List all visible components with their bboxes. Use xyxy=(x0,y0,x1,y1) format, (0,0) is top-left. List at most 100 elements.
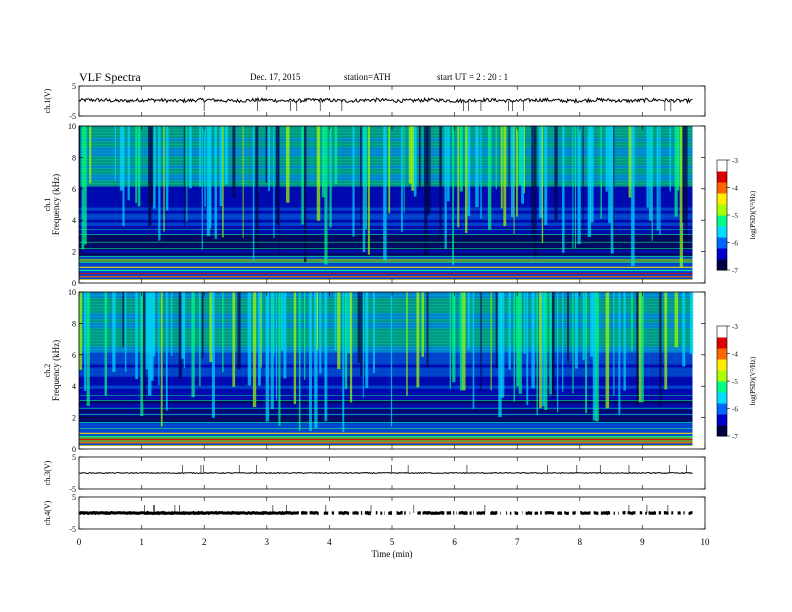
spectrogram-burst xyxy=(544,292,548,410)
spectrogram-burst xyxy=(531,292,535,389)
spectrogram-burst xyxy=(689,292,694,355)
spectrogram-row xyxy=(79,267,693,272)
ch1-spectrogram-panel: 0 2 4 6 8 10 ch.1 Frequency (kHz) -3 -4 -5 -6 -7 log(… xyxy=(43,122,757,288)
spectrogram-burst xyxy=(222,126,224,238)
spectrogram-burst xyxy=(183,292,185,369)
spectrogram-burst xyxy=(158,126,161,241)
spectrogram-row xyxy=(79,346,693,350)
trace-gap xyxy=(497,510,501,516)
colorbar-swatch xyxy=(717,231,727,235)
spectrogram-burst xyxy=(592,292,597,421)
spectrogram-burst xyxy=(201,126,203,250)
spectrogram-dc-band xyxy=(79,280,693,283)
colorbar-swatch xyxy=(717,250,727,254)
spectrogram-row xyxy=(79,403,693,408)
trace-gap xyxy=(614,510,619,516)
spectrogram-burst xyxy=(125,292,127,372)
spectrogram-burst xyxy=(260,292,262,368)
colorbar-swatch xyxy=(717,226,727,230)
x-tick-label: 1 xyxy=(139,537,144,547)
spectrogram-burst xyxy=(605,126,608,192)
colorbar-swatch xyxy=(717,381,727,385)
spectrogram-burst xyxy=(365,292,369,388)
spectrogram-burst xyxy=(521,126,524,204)
colorbar-swatch xyxy=(717,201,727,205)
trace-gap xyxy=(538,510,541,516)
spectrogram-burst xyxy=(334,126,338,185)
spectrogram-burst xyxy=(516,126,518,217)
spectrogram-row xyxy=(79,397,693,402)
x-tick-label: 10 xyxy=(701,537,711,547)
colorbar-swatch xyxy=(717,359,727,363)
spectrogram-burst xyxy=(222,292,224,373)
spectrogram-row xyxy=(79,340,693,344)
spectrogram-burst xyxy=(273,126,275,239)
spectrogram-burst xyxy=(199,292,201,387)
colorbar-swatch xyxy=(717,334,727,338)
trace-gap xyxy=(414,510,418,516)
spectrogram-row xyxy=(79,328,693,332)
y-tick-label: 8 xyxy=(72,153,76,162)
spectrogram-burst xyxy=(388,126,391,214)
spectrogram-row xyxy=(79,264,693,269)
colorbar-swatch xyxy=(717,261,727,265)
spectrogram-burst xyxy=(219,126,223,207)
spectrogram-burst xyxy=(449,292,451,389)
spectrogram-burst xyxy=(551,292,555,399)
spectrogram-burst xyxy=(585,292,588,414)
ch3-waveform-trace xyxy=(78,471,693,475)
trace-gap xyxy=(362,510,365,516)
y-tick-label: 5 xyxy=(72,82,76,91)
spectrogram-burst xyxy=(572,292,574,394)
trace-gap xyxy=(500,510,505,516)
colorbar-swatch xyxy=(717,372,727,376)
colorbar-swatch xyxy=(717,220,727,224)
colorbar-swatch xyxy=(717,168,727,172)
spectrogram-burst xyxy=(403,126,405,213)
spectrogram-burst xyxy=(406,292,408,396)
date-label: Dec. 17, 2015 xyxy=(250,72,301,82)
spectrogram-burst xyxy=(544,126,548,226)
spectrogram-burst xyxy=(682,126,686,223)
trace-gap xyxy=(350,510,353,516)
spectrogram-burst xyxy=(574,292,578,369)
channel-axis-label: ch.4(V) xyxy=(43,500,52,525)
spectrogram-burst xyxy=(153,126,156,209)
trace-gap xyxy=(349,510,352,516)
spectrogram-burst xyxy=(572,126,574,249)
trace-gap xyxy=(471,510,474,516)
spectrogram-burst xyxy=(472,292,475,410)
spectrogram-burst xyxy=(280,292,284,351)
spectrogram-burst xyxy=(641,292,644,403)
trace-gap xyxy=(393,510,397,516)
colorbar-swatch xyxy=(717,245,727,249)
spectrogram-burst xyxy=(638,292,642,403)
spectrogram-burst xyxy=(204,126,206,207)
spectrogram-row xyxy=(79,436,693,441)
colorbar-swatch xyxy=(717,253,727,257)
colorbar-swatch xyxy=(717,184,727,188)
spectrogram-row xyxy=(79,352,693,356)
spectrogram-burst xyxy=(278,126,280,255)
x-tick-label: 2 xyxy=(202,537,207,547)
spectrogram-burst xyxy=(81,126,85,250)
spectrogram-row xyxy=(79,325,693,329)
spectrogram-burst xyxy=(337,292,341,370)
ch4-waveform-panel: 5 -5 ch.4(V) xyxy=(43,493,706,534)
x-tick-label: 0 xyxy=(77,537,82,547)
spectrogram-burst xyxy=(104,292,107,396)
spectrogram-burst xyxy=(365,126,367,229)
spectrogram-burst xyxy=(541,126,544,244)
trace-gap xyxy=(522,510,526,516)
trace-gap xyxy=(674,510,678,516)
spectrogram-burst xyxy=(329,126,332,228)
trace-gap xyxy=(329,510,332,516)
trace-gap xyxy=(520,510,523,516)
spectrogram-burst xyxy=(628,126,632,198)
colorbar-tick-label: -6 xyxy=(732,406,738,414)
spectrogram-burst xyxy=(127,126,130,201)
spectrogram-row xyxy=(79,319,693,323)
trace-gap xyxy=(618,510,621,516)
spectrogram-burst xyxy=(191,292,195,398)
spectrogram-burst xyxy=(508,292,511,370)
